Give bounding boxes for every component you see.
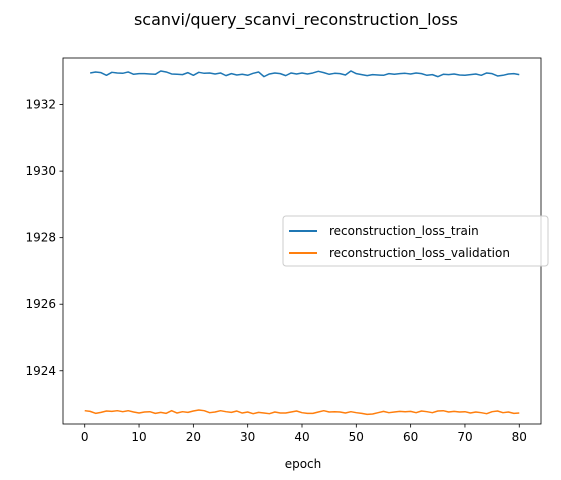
x-tick-label: 70 xyxy=(457,430,472,444)
x-axis-label: epoch xyxy=(285,457,322,471)
plot-area xyxy=(84,70,520,416)
chart-title: scanvi/query_scanvi_reconstruction_loss xyxy=(134,10,458,30)
x-tick-label: 50 xyxy=(349,430,364,444)
legend: reconstruction_loss_train reconstruction… xyxy=(282,215,549,267)
x-tick-label: 30 xyxy=(240,430,255,444)
x-tick-label: 60 xyxy=(403,430,418,444)
legend-label-train: reconstruction_loss_train xyxy=(329,224,479,238)
legend-box xyxy=(282,215,549,267)
y-tick-label: 1926 xyxy=(25,297,56,311)
series-line-validation xyxy=(84,409,520,416)
series-line-train xyxy=(90,70,520,78)
legend-label-validation: reconstruction_loss_validation xyxy=(329,246,510,260)
x-tick-label: 80 xyxy=(512,430,527,444)
x-tick-label: 20 xyxy=(186,430,201,444)
y-tick-label: 1930 xyxy=(25,164,56,178)
x-axis: 0 10 20 30 40 50 60 70 80 xyxy=(81,424,527,444)
x-tick-label: 0 xyxy=(81,430,89,444)
y-tick-label: 1924 xyxy=(25,364,56,378)
y-tick-label: 1928 xyxy=(25,231,56,245)
y-tick-label: 1932 xyxy=(25,98,56,112)
x-tick-label: 10 xyxy=(131,430,146,444)
y-axis: 1924 1926 1928 1930 1932 xyxy=(25,98,63,378)
x-tick-label: 40 xyxy=(294,430,309,444)
